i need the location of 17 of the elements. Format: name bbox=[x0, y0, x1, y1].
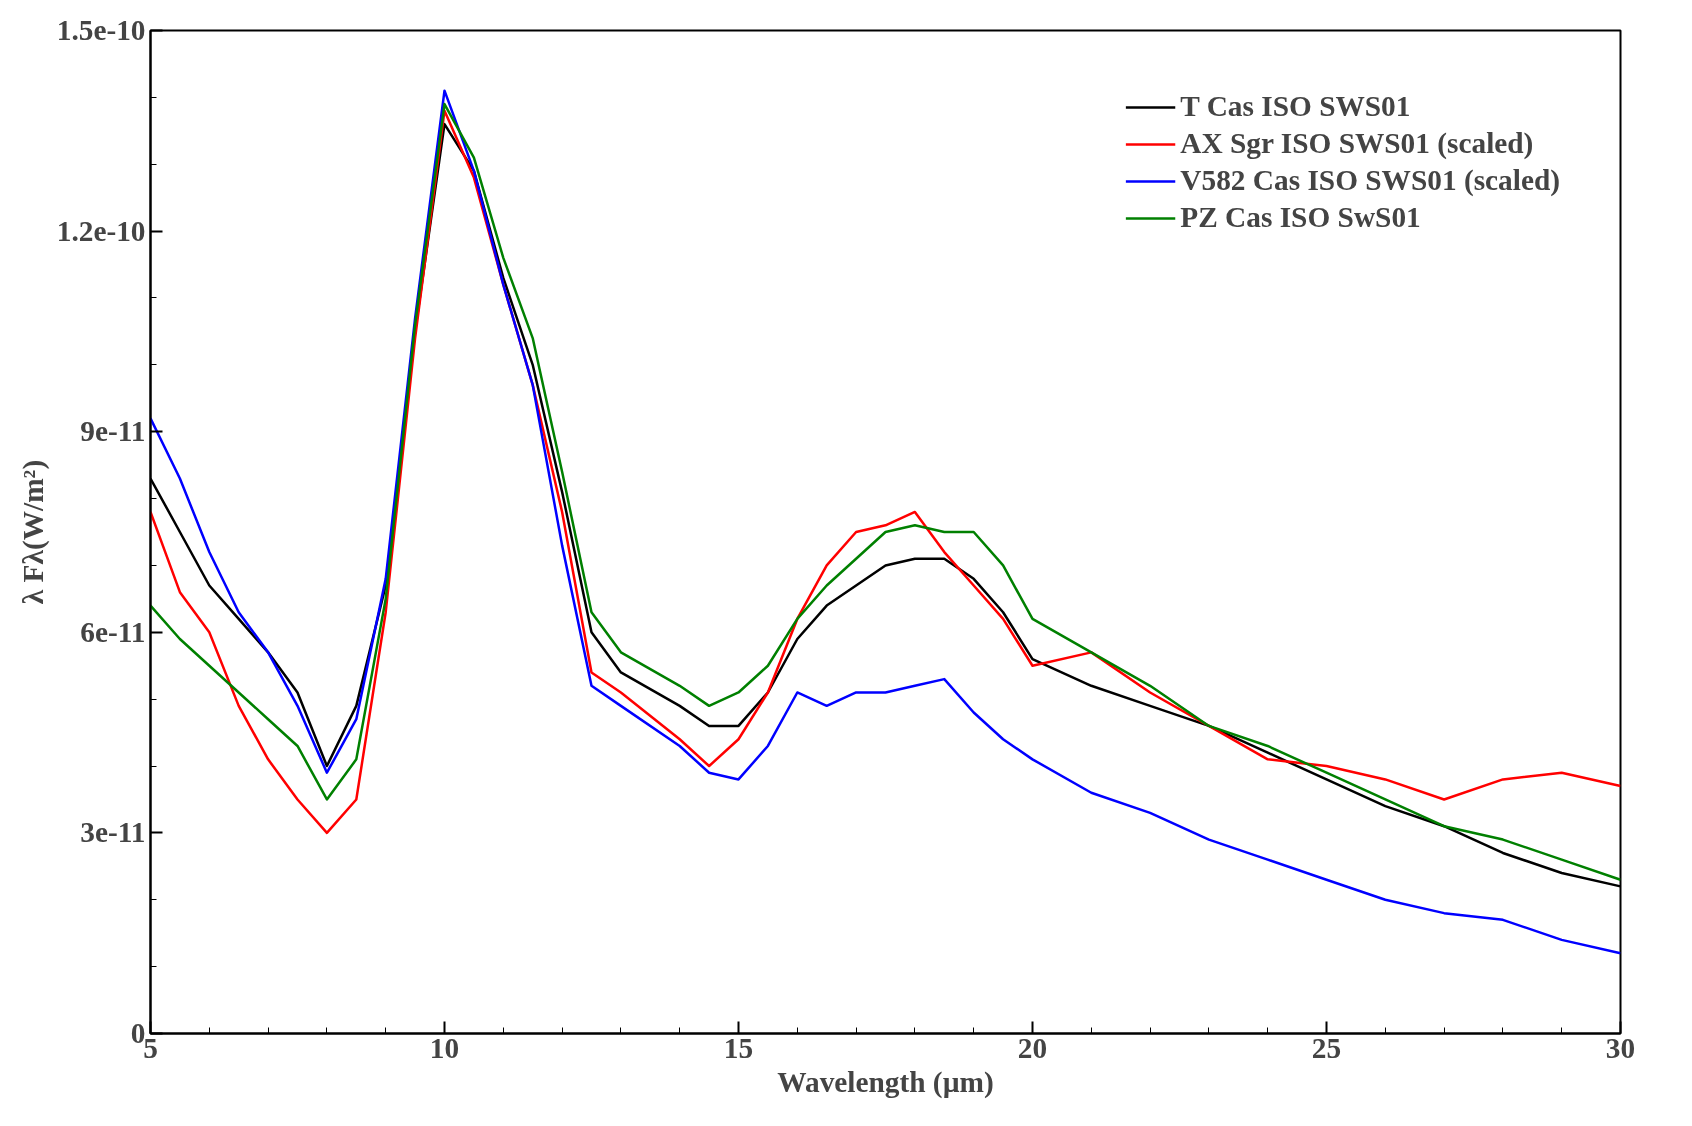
x-axis-title: Wavelength (µm) bbox=[777, 1065, 994, 1099]
x-tick-label: 15 bbox=[723, 1031, 754, 1064]
legend-label: AX Sgr ISO SWS01 (scaled) bbox=[1180, 127, 1534, 160]
legend-label: PZ Cas ISO SwS01 bbox=[1180, 201, 1421, 234]
x-tick-label: 20 bbox=[1017, 1031, 1048, 1064]
y-tick-label: 3e-11 bbox=[80, 816, 146, 849]
y-tick-label: 9e-11 bbox=[80, 415, 146, 448]
legend-label: T Cas ISO SWS01 bbox=[1180, 90, 1411, 123]
y-tick-label: 1.5e-10 bbox=[56, 14, 146, 46]
legend-label: V582 Cas ISO SWS01 (scaled) bbox=[1180, 164, 1560, 197]
y-axis-title: λ Fλ(W/m²) bbox=[16, 459, 50, 605]
y-tick-label: 6e-11 bbox=[80, 615, 146, 648]
x-tick-label: 25 bbox=[1311, 1031, 1342, 1064]
y-tick-label: 0 bbox=[130, 1017, 146, 1049]
x-tick-label: 30 bbox=[1605, 1031, 1636, 1064]
y-tick-label: 1.2e-10 bbox=[56, 214, 146, 247]
x-tick-label: 10 bbox=[429, 1031, 460, 1064]
